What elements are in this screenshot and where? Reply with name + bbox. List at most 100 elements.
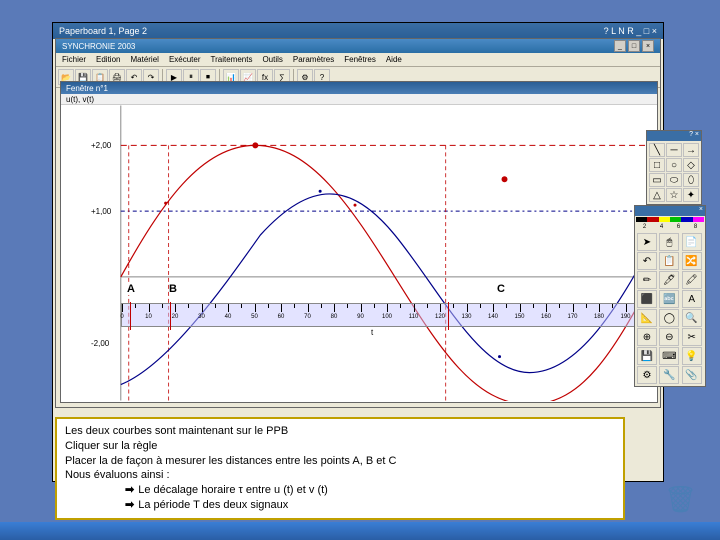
taskbar[interactable] [0,522,720,540]
y-tick-label: +1,00 [91,207,111,216]
tool-button[interactable]: 🖍 [682,271,702,289]
chart-legend: u(t), v(t) [61,94,657,105]
point-b-label: B [169,283,177,295]
tool-button[interactable]: 🔧 [659,366,679,384]
instruction-line: Cliquer sur la règle [65,439,615,454]
ruler[interactable]: 0102030405060708090100110120130140150160… [121,303,651,327]
arrow-icon: ➡ [125,484,134,496]
ruler-label: 180 [594,314,604,320]
ruler-label: 10 [145,314,152,320]
trash-icon[interactable]: 🗑 [664,484,692,516]
paperboard-controls[interactable]: ? L N R _ □ × [604,26,657,36]
shape-tool-button[interactable]: □ [649,158,665,172]
ruler-label: 190 [620,314,630,320]
shape-tool-button[interactable]: △ [649,188,665,202]
ruler-label: 130 [461,314,471,320]
point-c-label: C [497,283,505,295]
color-swatch[interactable] [681,217,692,222]
tool-button[interactable]: 📐 [637,309,657,327]
chart-window-title: Fenêtre n°1 [61,82,657,94]
menu-item[interactable]: Outils [262,55,282,64]
ruler-label: 160 [541,314,551,320]
minimize-button[interactable]: _ [614,40,626,52]
shape-tool-button[interactable]: ◇ [683,158,699,172]
tool-button[interactable]: 🖱 [659,233,679,251]
menu-item[interactable]: Matériel [130,55,158,64]
plot-area: +2,00+1,00-2,00 A B C 010203040506070809… [61,105,657,401]
synchronie-window: SYNCHRONIE 2003 _ □ × Fichier Edition Maté… [55,38,661,408]
menu-item[interactable]: Fichier [62,55,86,64]
tool-button[interactable]: ⊖ [659,328,679,346]
tool-button[interactable]: ⌨ [659,347,679,365]
tool-palette: × 2468 ➤🖱📄↶📋🔀✏🖊🖍⬛🔤A📐◯🔍⊕⊖✂💾⌨💡⚙🔧📎 [634,205,706,387]
tool-button[interactable]: 📎 [682,366,702,384]
shape-tool-button[interactable]: ○ [666,158,682,172]
tool-button[interactable]: ➤ [637,233,657,251]
instruction-line: Placer la de façon à mesurer les distanc… [65,454,615,469]
menu-item[interactable]: Edition [96,55,120,64]
ruler-label: 170 [567,314,577,320]
menubar: Fichier Edition Matériel Exécuter Traitement… [56,53,660,67]
shape-tool-button[interactable]: ☆ [666,188,682,202]
tool-button[interactable]: 🖊 [659,271,679,289]
tool-button[interactable]: 💡 [682,347,702,365]
shape-tool-button[interactable]: ╲ [649,143,665,157]
window-controls: _ □ × [614,40,654,52]
tool-button[interactable]: 💾 [637,347,657,365]
tool-button[interactable]: A [682,290,702,308]
ruler-label: 90 [357,314,364,320]
x-axis-label: t [371,328,373,337]
synchronie-title-text: SYNCHRONIE 2003 [62,42,135,51]
shape-palette-title[interactable]: ? × [647,131,701,141]
color-swatch[interactable] [636,217,647,222]
instruction-line: Les deux courbes sont maintenant sur le … [65,424,615,439]
color-swatch[interactable] [659,217,670,222]
maximize-button[interactable]: □ [628,40,640,52]
ruler-label: 0 [120,314,123,320]
ruler-label: 20 [172,314,179,320]
tool-button[interactable]: 🔍 [682,309,702,327]
color-swatch[interactable] [670,217,681,222]
shape-tool-button[interactable]: ✦ [683,188,699,202]
y-tick-label: -2,00 [91,339,109,348]
ruler-label: 50 [251,314,258,320]
menu-item[interactable]: Fenêtres [344,55,376,64]
color-swatch[interactable] [693,217,704,222]
menu-item[interactable]: Traitements [211,55,253,64]
color-swatch[interactable] [647,217,658,222]
tool-button[interactable]: ✏ [637,271,657,289]
ruler-label: 150 [514,314,524,320]
chart-window: Fenêtre n°1 u(t), v(t) +2,00+1,00-2,00 A… [60,81,658,403]
menu-item[interactable]: Paramètres [293,55,334,64]
tool-palette-title[interactable]: × [635,206,705,216]
ruler-label: 100 [382,314,392,320]
menu-item[interactable]: Exécuter [169,55,201,64]
close-button[interactable]: × [642,40,654,52]
ruler-label: 30 [198,314,205,320]
tool-button[interactable]: 🔀 [682,252,702,270]
tool-button[interactable]: ◯ [659,309,679,327]
tool-button[interactable]: ⬛ [637,290,657,308]
tool-button[interactable]: 📋 [659,252,679,270]
paperboard-titlebar: Paperboard 1, Page 2 ? L N R _ □ × [53,23,663,39]
tool-button[interactable]: 🔤 [659,290,679,308]
instruction-line: ➡La période T des deux signaux [125,498,615,513]
shape-tool-button[interactable]: → [683,143,699,157]
tool-button[interactable]: ✂ [682,328,702,346]
tool-button[interactable]: ↶ [637,252,657,270]
instruction-box: Les deux courbes sont maintenant sur le … [55,417,625,520]
ruler-label: 80 [331,314,338,320]
tool-button[interactable]: ⊕ [637,328,657,346]
shape-tool-button[interactable]: ⬭ [666,173,682,187]
tool-button[interactable]: ⚙ [637,366,657,384]
menu-item[interactable]: Aide [386,55,402,64]
instruction-line: ➡Le décalage horaire τ entre u (t) et v … [125,483,615,498]
shape-tool-button[interactable]: ─ [666,143,682,157]
instruction-line: Nous évaluons ainsi : [65,468,615,483]
shape-tool-button[interactable]: ⬯ [683,173,699,187]
ruler-label: 110 [409,314,419,320]
plot-svg [61,105,657,401]
tool-button[interactable]: 📄 [682,233,702,251]
shape-tool-button[interactable]: ▭ [649,173,665,187]
paperboard-title-text: Paperboard 1, Page 2 [59,26,147,36]
